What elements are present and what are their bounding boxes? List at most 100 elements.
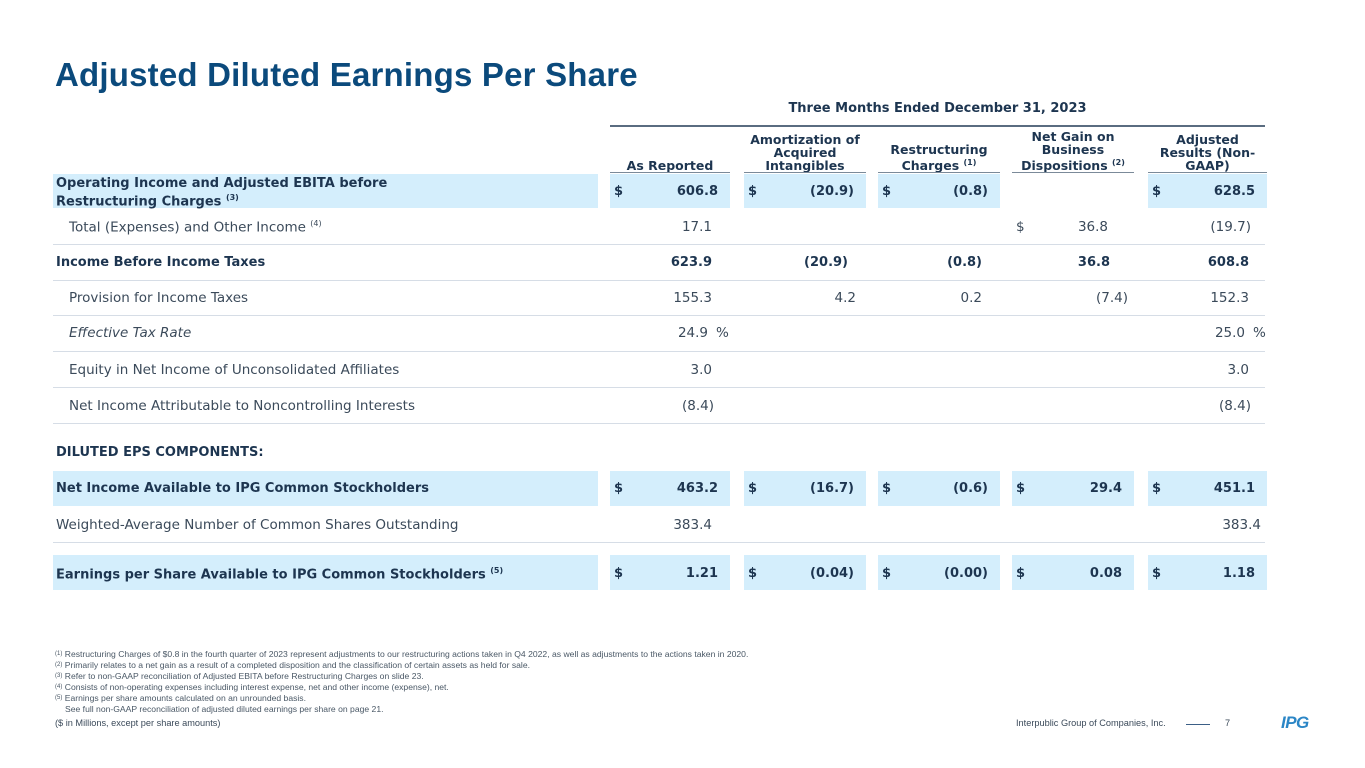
cell-value: (0.8) — [947, 255, 982, 270]
row-divider — [53, 387, 1265, 388]
currency-symbol: $ — [748, 566, 758, 581]
row-label-text: Provision for Income Taxes — [69, 290, 249, 306]
cell-highlight — [878, 174, 1000, 208]
column-header-label: Adjusted Results (Non-GAAP) — [1148, 133, 1267, 172]
row-label-text: Total (Expenses) and Other Income — [69, 219, 306, 236]
footnote-mark: (1) — [55, 651, 63, 657]
column-header-text: Restructuring Charges — [890, 141, 988, 173]
footer-rule — [1186, 724, 1210, 725]
footnote-mark: (3) — [55, 673, 63, 679]
row-divider — [53, 542, 1265, 543]
cell-value: 628.5 — [1213, 184, 1255, 199]
footnote-text: Restructuring Charges of $0.8 in the fou… — [64, 649, 749, 659]
currency-symbol: $ — [882, 566, 892, 581]
percent-sign: % — [716, 325, 729, 341]
footnote-text: Refer to non-GAAP reconciliation of Adju… — [64, 671, 424, 681]
cell-value: 1.18 — [1222, 566, 1255, 581]
cell-value: 1.21 — [685, 566, 718, 581]
cell-value: 36.8 — [1077, 255, 1110, 270]
cell-value: (16.7) — [810, 481, 854, 496]
row-divider — [53, 423, 1265, 424]
cell-highlight — [1148, 555, 1267, 590]
column-header-label: Amortization of Acquired Intangibles — [744, 133, 866, 172]
cell-value: 606.8 — [676, 184, 718, 199]
cell-highlight — [878, 555, 1000, 590]
row-highlight — [53, 471, 598, 506]
cell-highlight — [610, 174, 730, 208]
row-label: Equity in Net Income of Unconsolidated A… — [69, 362, 399, 378]
row-label: Effective Tax Rate — [69, 325, 191, 341]
column-header-text: As Reported — [626, 158, 714, 173]
column-header: Amortization of Acquired Intangibles — [744, 127, 866, 172]
column-underline — [1012, 172, 1134, 173]
column-header-label: Net Gain on Business Dispositions (2) — [1012, 130, 1134, 172]
cell-value: (0.00) — [944, 566, 988, 581]
cell-value: 25.0 — [1214, 325, 1245, 341]
percent-sign: % — [1253, 325, 1266, 341]
row-label: Income Before Income Taxes — [56, 255, 265, 270]
row-label-text: Net Income Available to IPG Common Stock… — [56, 481, 429, 496]
page-title: Adjusted Diluted Earnings Per Share — [55, 56, 638, 93]
currency-symbol: $ — [748, 481, 758, 496]
cell-value: 3.0 — [690, 362, 712, 378]
row-label-text: Income Before Income Taxes — [56, 255, 266, 270]
column-header-text: Adjusted Results (Non-GAAP) — [1159, 132, 1256, 173]
footnote-ref: (4) — [310, 219, 322, 228]
footnote-ref: (3) — [225, 193, 239, 202]
currency-symbol: $ — [1016, 481, 1026, 496]
footnote-mark: (2) — [55, 662, 63, 668]
footnote-line: (5) Earnings per share amounts calculate… — [55, 693, 955, 704]
row-label: Net Income Attributable to Noncontrollin… — [69, 398, 415, 414]
cell-value: (8.4) — [681, 398, 714, 414]
cell-value: (19.7) — [1210, 219, 1251, 235]
cell-value: 623.9 — [670, 255, 712, 270]
footnote-text: Primarily relates to a net gain as a res… — [64, 660, 530, 670]
currency-symbol: $ — [1152, 481, 1162, 496]
row-label: Total (Expenses) and Other Income (4) — [69, 219, 322, 236]
cell-value: 152.3 — [1210, 290, 1249, 306]
row-label: Earnings per Share Available to IPG Comm… — [56, 566, 503, 582]
cell-value: 3.0 — [1227, 362, 1249, 378]
cell-highlight — [744, 555, 866, 590]
footnote-line: (2) Primarily relates to a net gain as a… — [55, 660, 955, 671]
units-note: ($ in Millions, except per share amounts… — [55, 718, 221, 728]
cell-highlight — [744, 174, 866, 208]
cell-value: 4.2 — [834, 290, 856, 306]
cell-value: 383.4 — [1222, 517, 1261, 533]
period-underline — [610, 125, 1265, 127]
row-highlight — [53, 555, 598, 590]
row-highlight — [53, 174, 598, 208]
cell-value: 608.8 — [1207, 255, 1249, 270]
currency-symbol: $ — [882, 481, 892, 496]
column-header-label: Restructuring Charges (1) — [878, 143, 1000, 172]
cell-highlight — [744, 471, 866, 506]
footnote-mark: (5) — [55, 695, 63, 701]
currency-symbol: $ — [614, 184, 624, 199]
cell-value: 24.9 — [677, 325, 708, 341]
footnote-line: (4) Consists of non-operating expenses i… — [55, 682, 955, 693]
cell-value: 155.3 — [673, 290, 712, 306]
currency-symbol: $ — [1016, 219, 1025, 235]
cell-value: (0.04) — [810, 566, 854, 581]
currency-symbol: $ — [1152, 184, 1162, 199]
column-header: Adjusted Results (Non-GAAP) — [1148, 127, 1267, 172]
row-divider — [53, 244, 1265, 245]
currency-symbol: $ — [614, 566, 624, 581]
currency-symbol: $ — [882, 184, 892, 199]
column-header: Restructuring Charges (1) — [878, 127, 1000, 172]
footnote-text: Consists of non-operating expenses inclu… — [64, 682, 449, 692]
footnote-ref: (5) — [490, 566, 504, 575]
cell-value: (20.9) — [810, 184, 854, 199]
footnote-ref: (2) — [1112, 157, 1125, 167]
row-label-text: Net Income Attributable to Noncontrollin… — [69, 398, 415, 414]
currency-symbol: $ — [1152, 566, 1162, 581]
cell-value: 0.2 — [960, 290, 982, 306]
row-label: Operating Income and Adjusted EBITA befo… — [56, 176, 416, 209]
column-underline — [610, 172, 730, 173]
period-header: Three Months Ended December 31, 2023 — [788, 101, 1087, 116]
currency-symbol: $ — [1016, 566, 1026, 581]
cell-highlight — [610, 555, 730, 590]
cell-value: (8.4) — [1218, 398, 1251, 414]
column-header-text: Amortization of Acquired Intangibles — [750, 132, 860, 173]
company-name: Interpublic Group of Companies, Inc. — [1016, 718, 1166, 728]
